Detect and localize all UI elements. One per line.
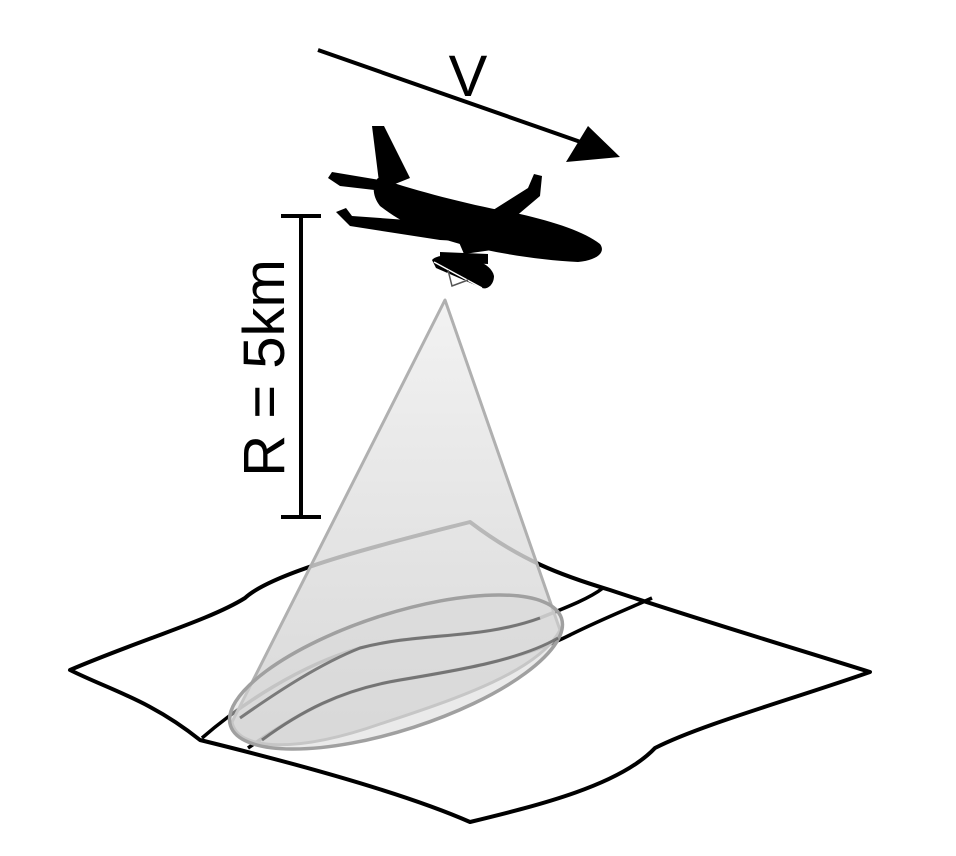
velocity-label: V: [449, 44, 488, 109]
road-left-under-beam: [239, 616, 541, 720]
road-right-under-beam: [261, 636, 559, 742]
aircraft-main-wing: [336, 208, 492, 242]
airplane-silhouette-icon: [328, 126, 602, 262]
aircraft-far-wing: [490, 174, 542, 218]
arrow-right-icon: [566, 126, 620, 162]
range-bracket: R = 5km: [232, 214, 321, 519]
aircraft-engine: [458, 240, 492, 254]
sensor-aperture: [447, 269, 469, 287]
aircraft-stabilizer: [328, 172, 392, 192]
range-label: R = 5km: [232, 259, 297, 477]
velocity-arrow-shaft: [317, 48, 593, 148]
radar-dome-icon: [432, 252, 494, 289]
aircraft-tail-fin: [372, 126, 410, 190]
sensor-beam: [227, 298, 565, 751]
aircraft-fuselage: [373, 178, 602, 262]
velocity-vector: V: [317, 44, 620, 162]
sensor-dome: [432, 255, 494, 289]
